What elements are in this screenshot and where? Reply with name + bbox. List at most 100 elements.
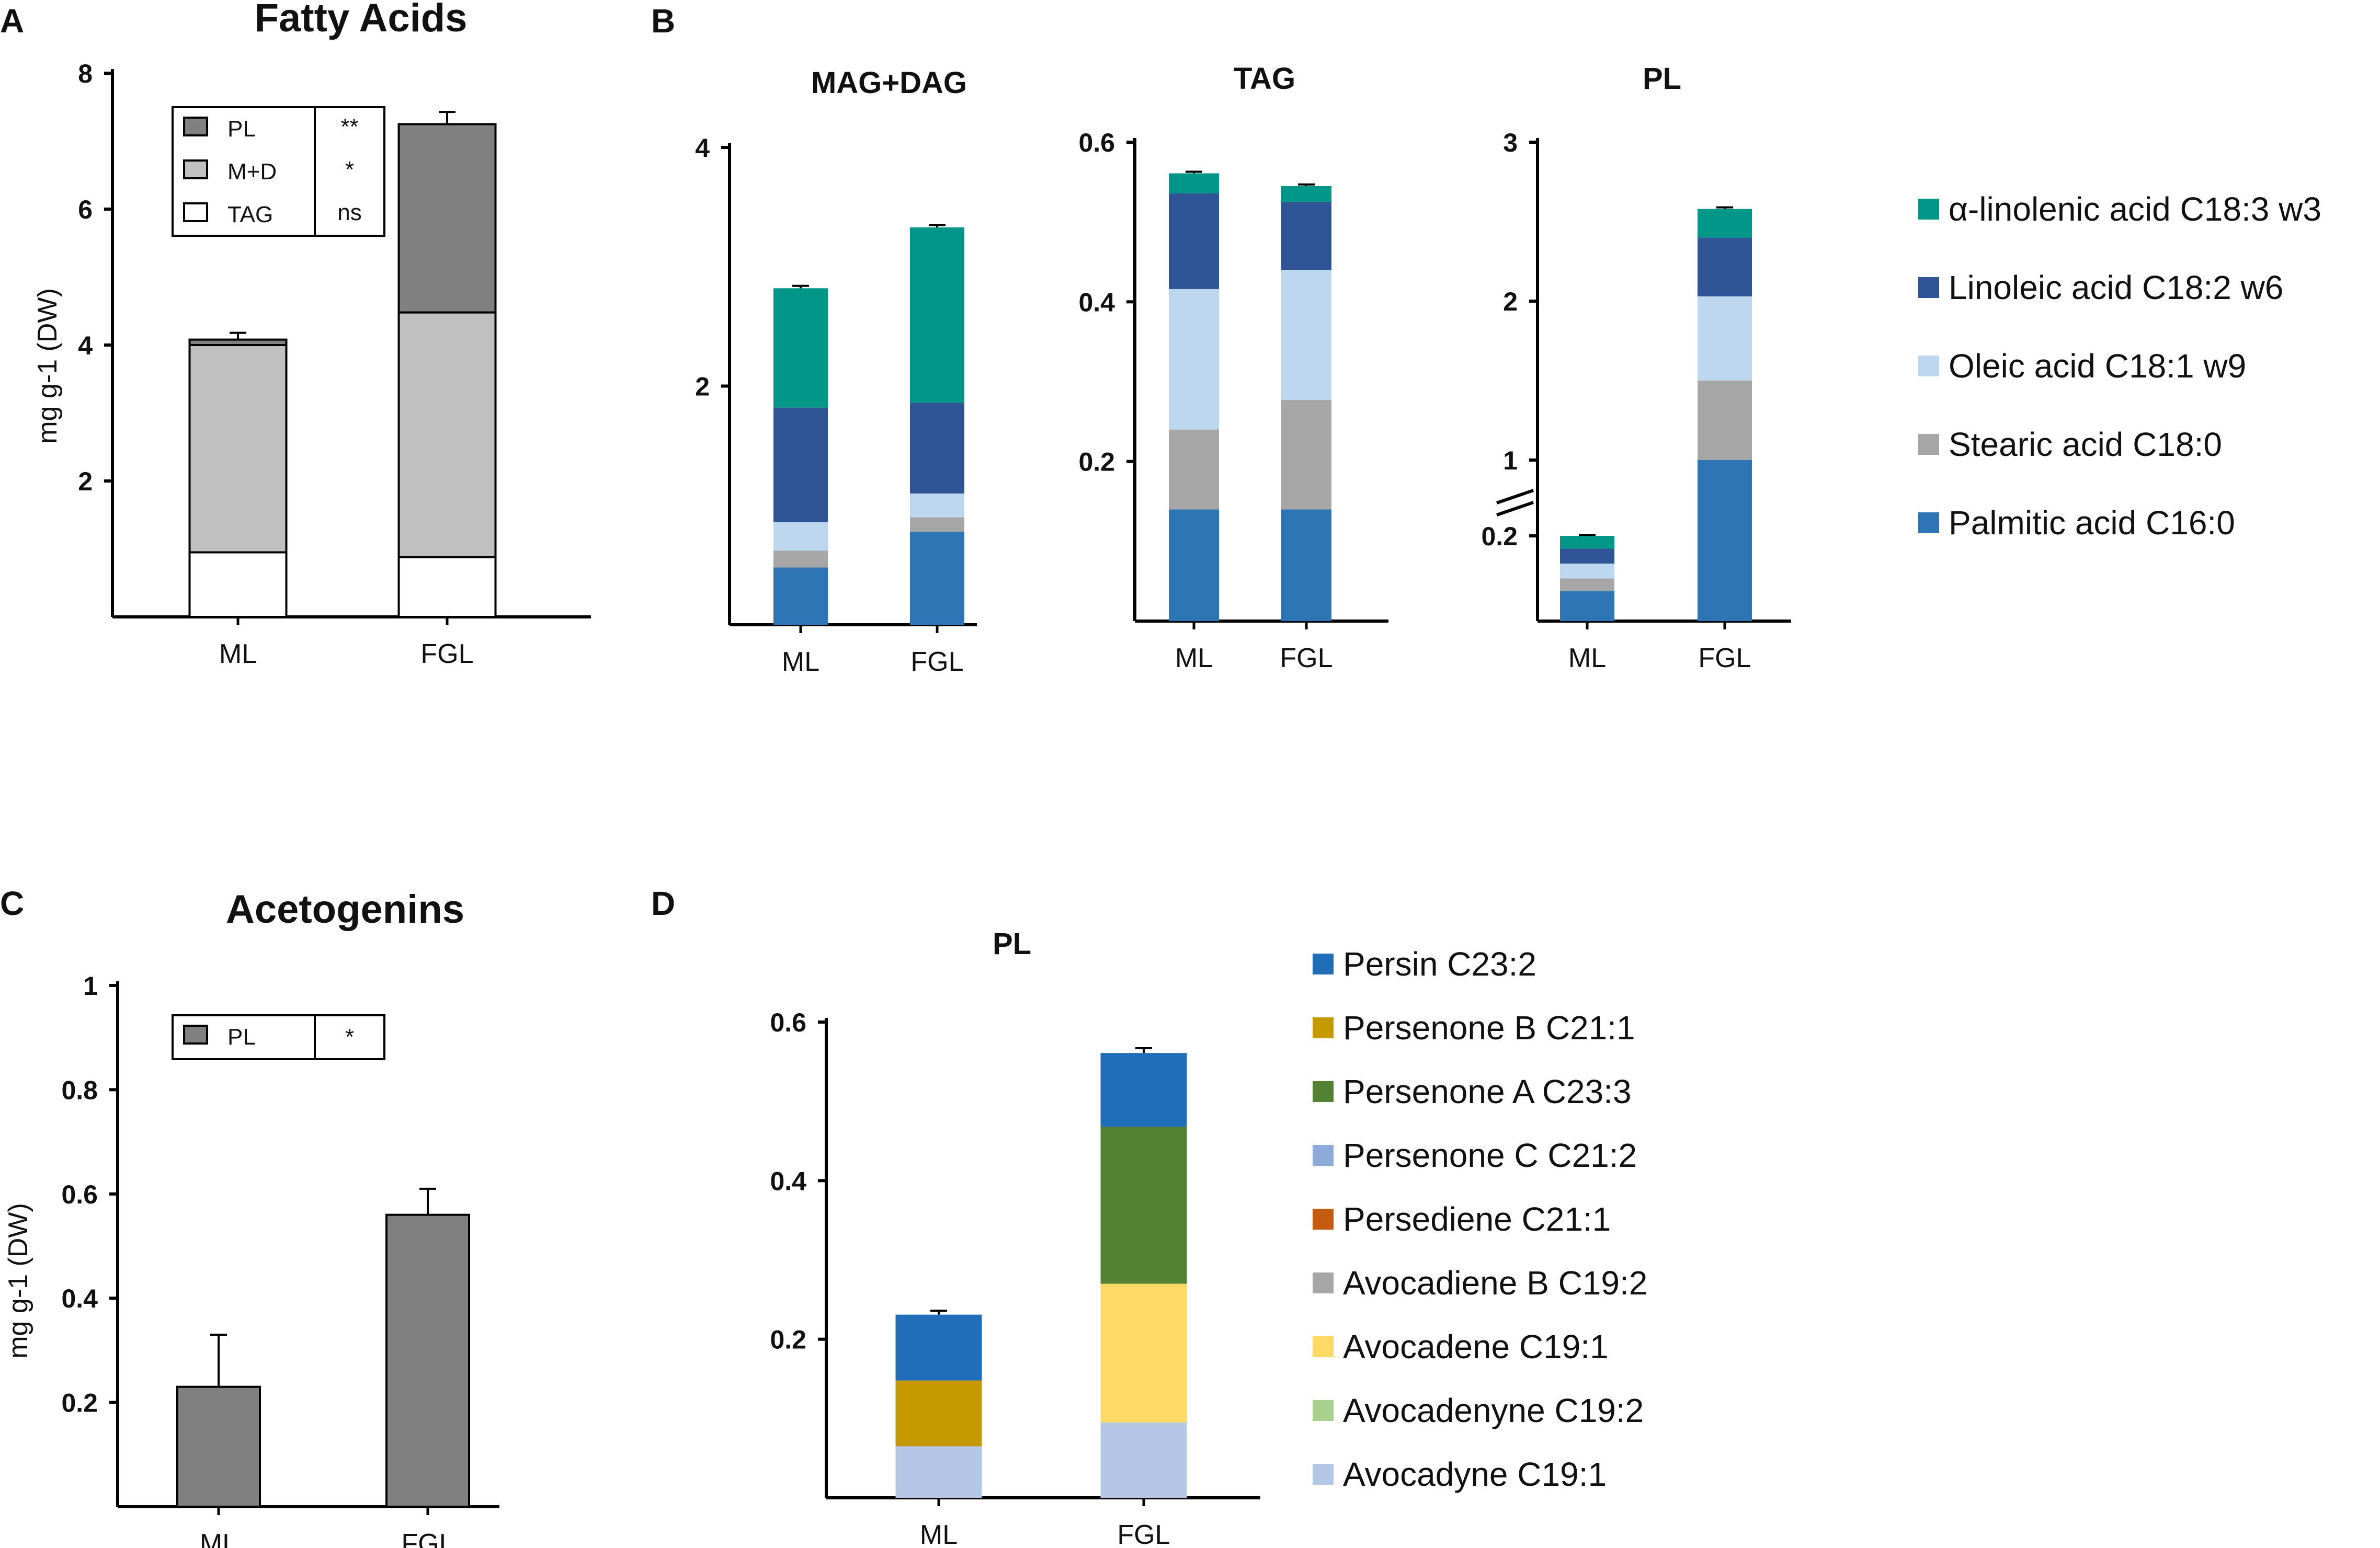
bar-pl-ml [176, 1385, 261, 1508]
bar-persenone-a-c23-3-fgl [1100, 1127, 1187, 1284]
x-tick-label: FGL [420, 639, 473, 669]
legend-label: Linoleic acid C18:2 w6 [1949, 269, 2283, 306]
bar-linoleic-acid-c18-2-w6-ml [773, 407, 828, 522]
panel-letter-b: B [651, 2, 675, 40]
bar-persin-c23-2-ml [895, 1314, 982, 1381]
legend-label: Persin C23:2 [1343, 945, 1536, 983]
legend-label: Avocadenyne C19:2 [1343, 1392, 1644, 1429]
bar-palmitic-acid-c16-0-ml [1169, 509, 1219, 621]
legend-label: Avocadyne C19:1 [1343, 1455, 1607, 1493]
x-tick-label: ML [1568, 643, 1606, 673]
bar-stearic-acid-c18-0-fgl [910, 517, 964, 532]
bar-linoleic-acid-c18-2-w6-ml [1169, 193, 1219, 289]
legend-swatch-avocadyne [1313, 1464, 1334, 1485]
panel-a-legend: PL ** M+D * TAG ns [172, 106, 385, 237]
bar--linolenic-acid-c18-3-w3-fgl [1698, 209, 1752, 238]
bar-m-d-ml [188, 344, 288, 554]
y-tick-label: 0.2 [770, 1325, 806, 1355]
bar-stearic-acid-c18-0-fgl [1281, 400, 1331, 510]
legend-label: α-linolenic acid C18:3 w3 [1949, 190, 2321, 228]
bar-palmitic-acid-c16-0-ml [773, 567, 828, 625]
panel-b-legend: α-linolenic acid C18:3 w3 Linoleic acid C… [1918, 190, 2321, 542]
panel-c-chart: 0.2 0.4 0.6 0.8 1 ML FGL [61, 971, 499, 1548]
bar-stearic-acid-c18-0-ml [773, 551, 828, 568]
x-tick-label: FGL [1698, 643, 1751, 673]
x-tick-label: ML [200, 1529, 237, 1548]
y-tick-label: 2 [78, 467, 93, 496]
legend-swatch-persin [1313, 954, 1334, 974]
bar-palmitic-acid-c16-0-ml [1560, 591, 1614, 621]
legend-swatch-alpha_linolenic [1918, 199, 1939, 220]
bar-pl-fgl [385, 1213, 470, 1508]
y-tick-label: 0.2 [61, 1389, 98, 1418]
bar--linolenic-acid-c18-3-w3-ml [773, 288, 828, 408]
legend-swatch-persenone_b [1313, 1017, 1334, 1038]
bar--linolenic-acid-c18-3-w3-ml [1169, 173, 1219, 193]
bar-pl-fgl [397, 123, 497, 314]
bar-palmitic-acid-c16-0-fgl [1698, 460, 1752, 621]
bar-tag-ml [188, 551, 288, 618]
x-tick-label: FGL [401, 1529, 454, 1548]
y-tick-label: 8 [78, 59, 93, 88]
panel-a-title: Fatty Acids [255, 0, 468, 40]
bar-linoleic-acid-c18-2-w6-ml [1560, 548, 1614, 564]
panel-letter-a: A [0, 2, 24, 40]
panel-b-tag-title: TAG [1234, 62, 1295, 96]
legend-label: Stearic acid C18:0 [1949, 426, 2222, 463]
legend-swatch-persenone_a [1313, 1081, 1334, 1102]
bar-avocadyne-c19-1-ml [895, 1446, 982, 1498]
panel-c-legend: PL * [172, 1014, 385, 1060]
legend-swatch-linoleic [1918, 277, 1939, 298]
y-tick-label: 6 [78, 195, 93, 224]
panel-c-title: Acetogenins [226, 887, 464, 932]
legend-swatch-avocadene [1313, 1336, 1334, 1357]
legend-label: TAG [227, 202, 273, 227]
y-tick-label: 2 [1503, 287, 1518, 316]
bar-stearic-acid-c18-0-ml [1560, 578, 1614, 591]
x-tick-label: ML [1175, 643, 1213, 673]
y-tick-label: 0.4 [770, 1166, 806, 1196]
bar-tag-fgl [397, 556, 497, 618]
bar-oleic-acid-c18-1-w9-fgl [1281, 270, 1331, 400]
legend-label: Persenone A C23:3 [1343, 1073, 1632, 1110]
panel-b-pl-title: PL [1643, 62, 1681, 96]
bar-palmitic-acid-c16-0-fgl [1281, 509, 1331, 621]
panel-letter-c: C [0, 885, 24, 922]
bar--linolenic-acid-c18-3-w3-fgl [910, 227, 964, 403]
legend-label: PL [227, 116, 256, 142]
panel-a-ylabel: mg g-1 (DW) [32, 288, 63, 444]
legend-swatch-m-d [183, 159, 208, 179]
panel-b-mag-dag-title: MAG+DAG [811, 66, 967, 100]
legend-swatch-avocadiene_b [1313, 1272, 1334, 1293]
legend-swatch-pl [183, 117, 208, 136]
panel-b-pl-chart: 0.2 1 2 3 ML FGL [1481, 128, 1791, 673]
x-tick-label: ML [920, 1520, 958, 1548]
bar-linoleic-acid-c18-2-w6-fgl [1281, 202, 1331, 270]
legend-label: PL [227, 1024, 256, 1050]
panel-a-chart: 2 4 6 8 ML FGL [78, 59, 591, 669]
legend-significance: ns [337, 200, 361, 225]
y-tick-label: 0.2 [1481, 522, 1518, 551]
bar-linoleic-acid-c18-2-w6-fgl [910, 403, 964, 494]
legend-swatch-persenone_c [1313, 1145, 1334, 1166]
bar-oleic-acid-c18-1-w9-fgl [910, 493, 964, 518]
y-tick-label: 0.8 [61, 1075, 98, 1105]
bar--linolenic-acid-c18-3-w3-fgl [1281, 186, 1331, 202]
bar-oleic-acid-c18-1-w9-ml [773, 522, 828, 551]
bar-oleic-acid-c18-1-w9-ml [1560, 563, 1614, 579]
y-tick-label: 1 [83, 971, 98, 1001]
x-tick-label: FGL [910, 647, 963, 677]
bar-persin-c23-2-fgl [1100, 1053, 1187, 1127]
y-tick-label: 2 [695, 372, 710, 402]
legend-label: Persenone C C21:2 [1343, 1137, 1637, 1174]
legend-swatch-avocadenyne [1313, 1400, 1334, 1421]
legend-significance: * [345, 157, 354, 182]
y-tick-label: 0.6 [61, 1180, 98, 1209]
y-tick-label: 0.4 [1078, 288, 1115, 317]
legend-significance: * [345, 1024, 354, 1050]
legend-swatch-pl [183, 1025, 208, 1045]
bar-stearic-acid-c18-0-ml [1169, 429, 1219, 510]
bar-pl-ml [188, 338, 288, 346]
legend-label: Avocadene C19:1 [1343, 1328, 1609, 1366]
